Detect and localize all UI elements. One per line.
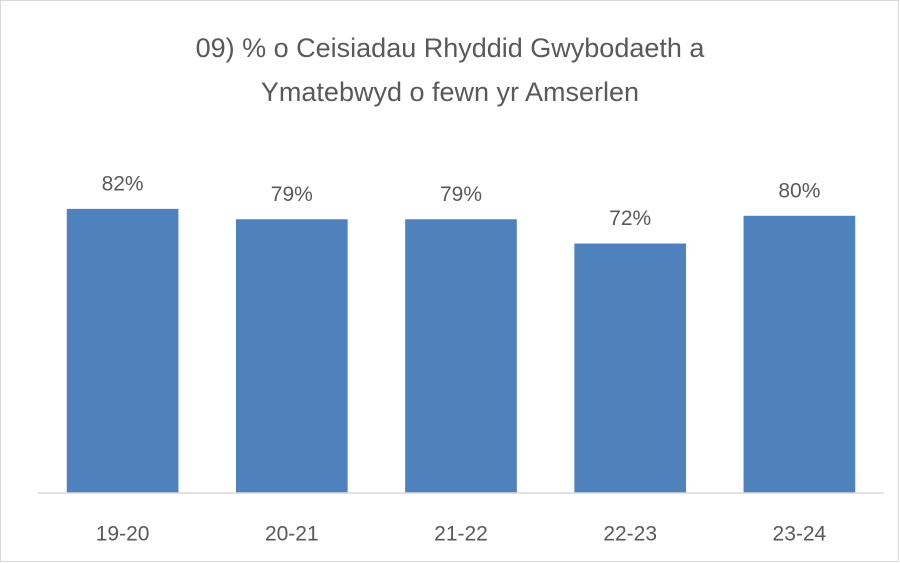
data-label: 72% xyxy=(609,207,651,230)
data-label: 80% xyxy=(778,179,820,202)
x-tick-label: 22-23 xyxy=(603,523,657,546)
x-tick-label: 20-21 xyxy=(265,523,319,546)
data-label: 82% xyxy=(102,172,144,195)
data-label: 79% xyxy=(440,183,482,206)
chart-title: 09) % o Ceisiadau Rhyddid Gwybodaeth a xyxy=(196,33,706,63)
bar xyxy=(574,243,687,493)
x-tick-label: 21-22 xyxy=(434,523,488,546)
bar xyxy=(743,215,856,494)
x-tick-label: 23-24 xyxy=(773,523,827,546)
bar xyxy=(235,219,348,493)
bar xyxy=(66,208,179,493)
chart-title: Ymatebwyd o fewn yr Amserlen xyxy=(261,77,639,107)
data-label: 79% xyxy=(271,183,313,206)
bar xyxy=(405,219,517,493)
x-tick-label: 19-20 xyxy=(96,523,150,546)
